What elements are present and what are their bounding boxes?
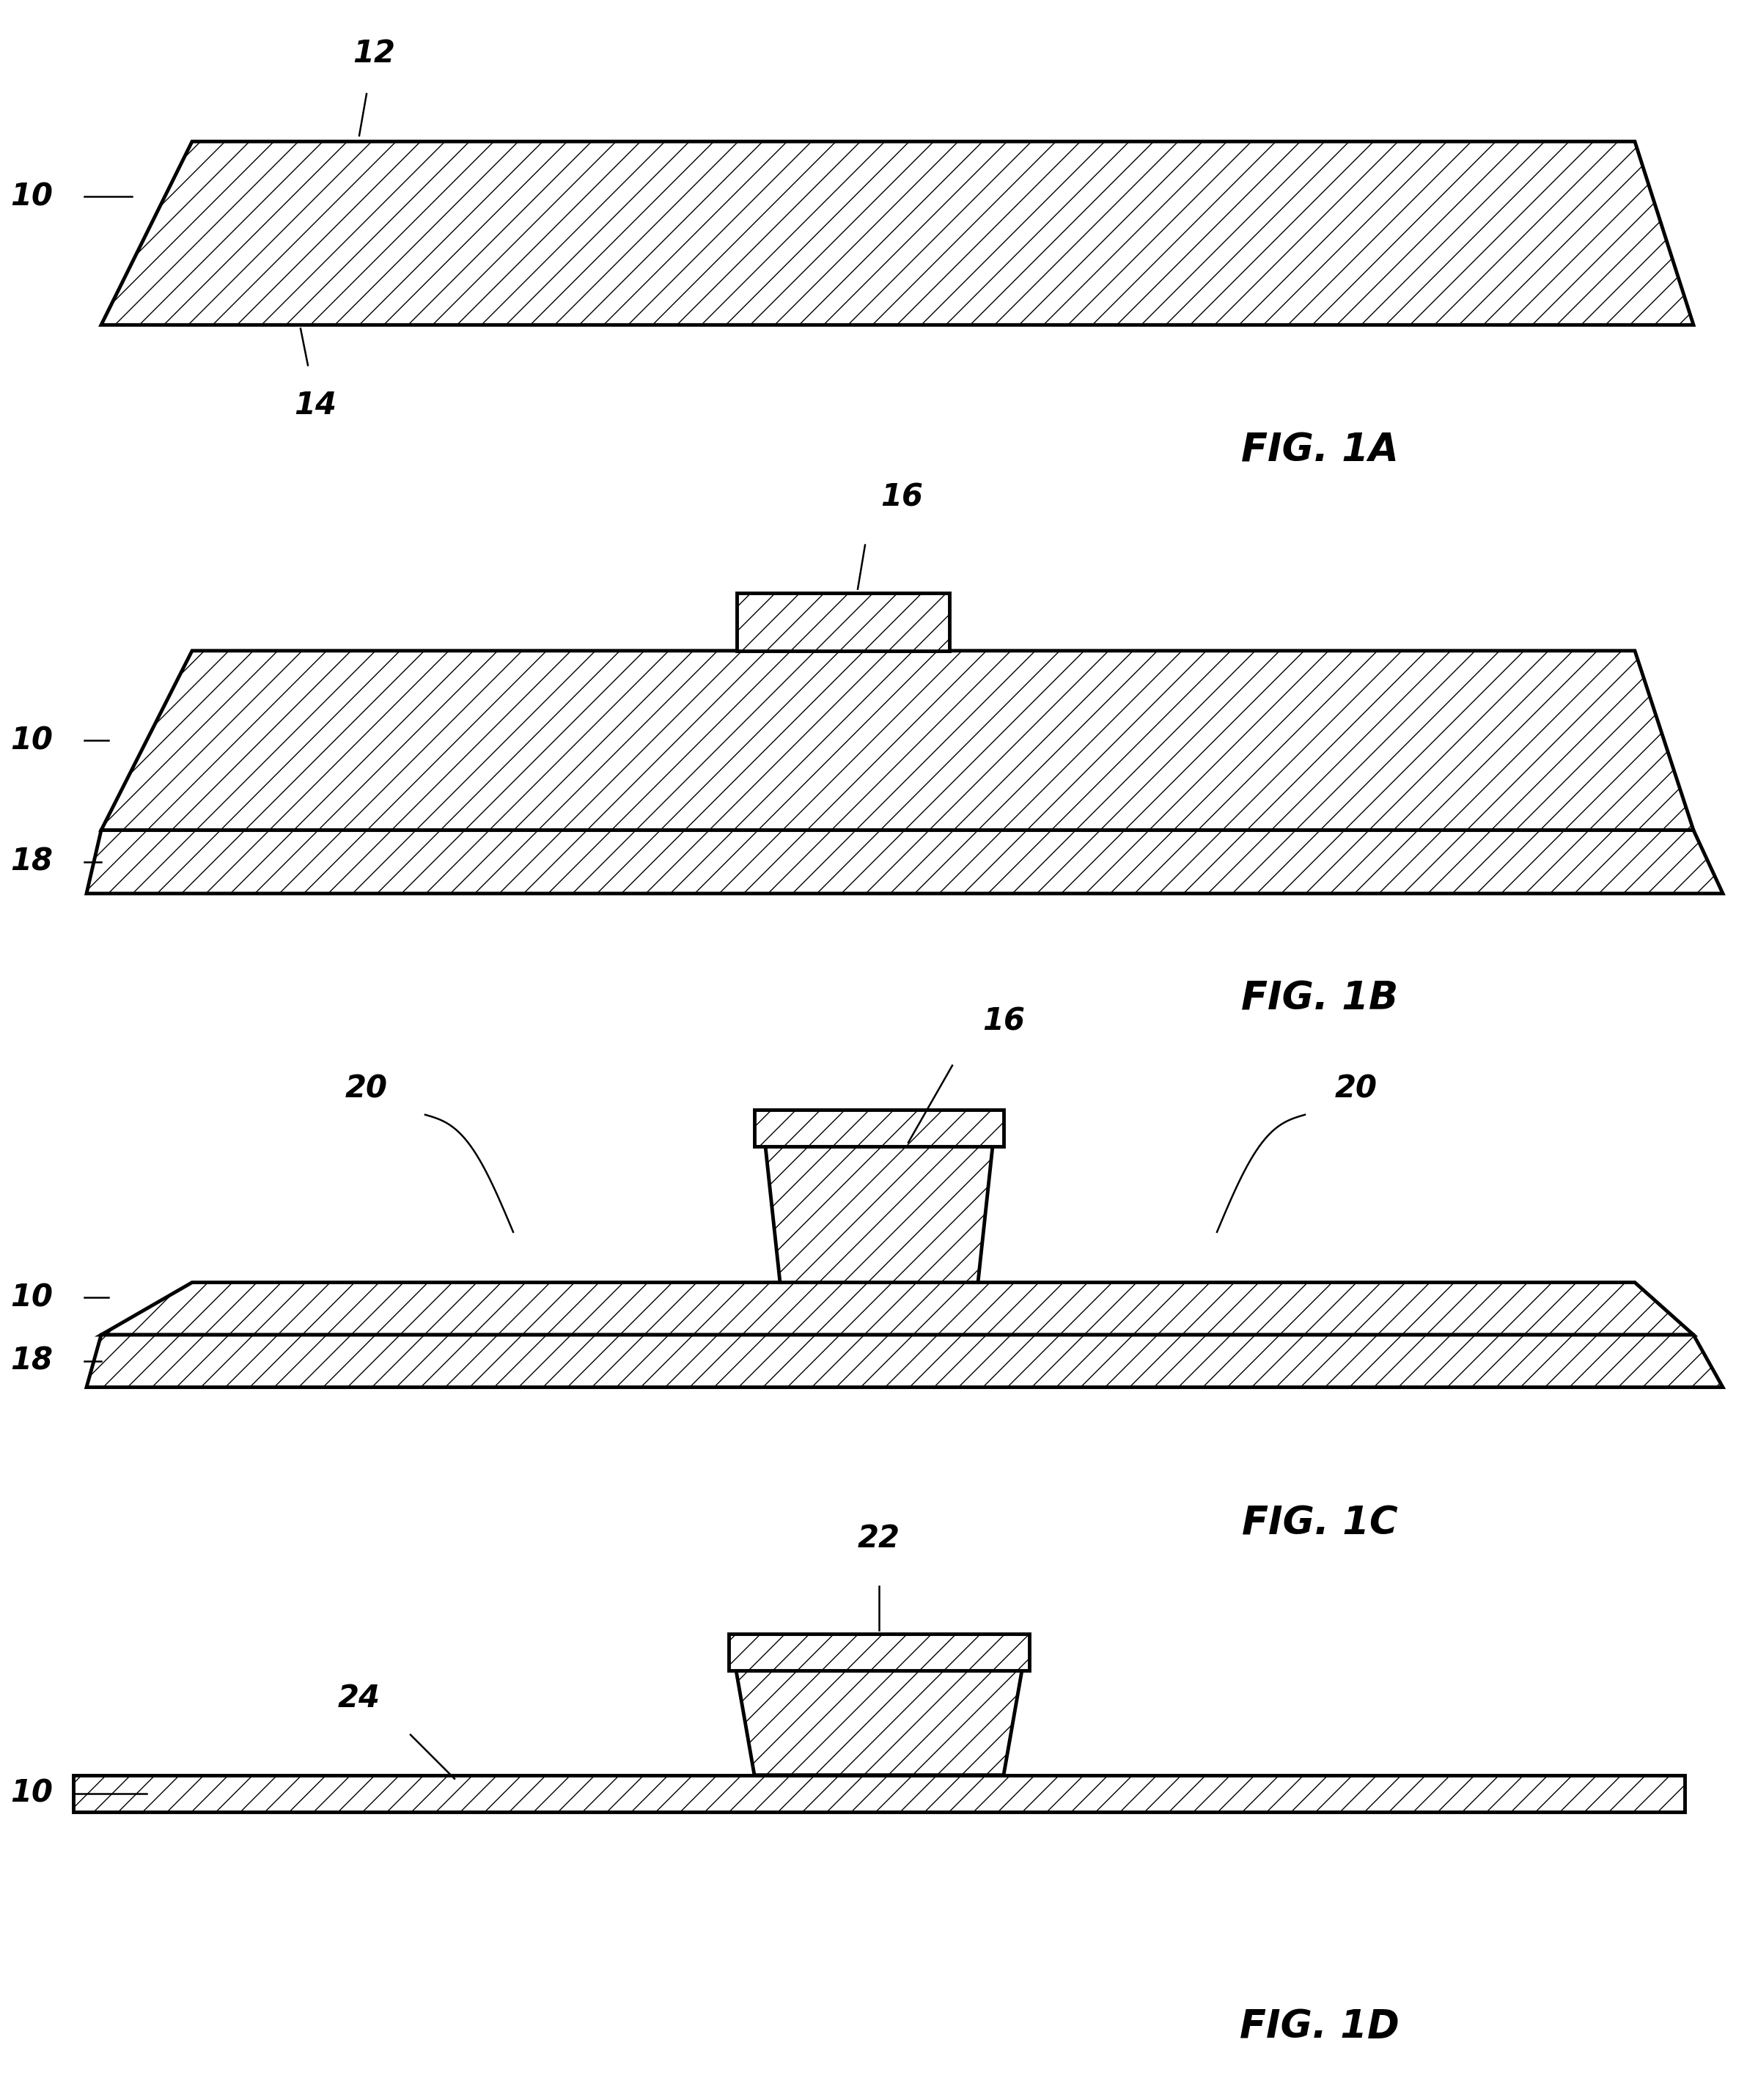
Text: 14: 14: [294, 391, 336, 420]
Text: FIG. 1B: FIG. 1B: [1241, 981, 1398, 1019]
Text: 20: 20: [345, 1073, 389, 1105]
Text: FIG. 1A: FIG. 1A: [1241, 433, 1398, 470]
Text: 20: 20: [1334, 1073, 1378, 1105]
Polygon shape: [765, 1147, 993, 1283]
Polygon shape: [754, 1109, 1004, 1147]
Polygon shape: [86, 1336, 1723, 1388]
Polygon shape: [102, 1283, 1693, 1336]
Text: 18: 18: [11, 1346, 53, 1376]
Text: 16: 16: [983, 1006, 1025, 1037]
Polygon shape: [102, 651, 1693, 830]
Polygon shape: [737, 592, 949, 651]
Polygon shape: [737, 1670, 1021, 1775]
Polygon shape: [74, 1774, 1684, 1812]
Text: FIG. 1C: FIG. 1C: [1241, 1504, 1398, 1543]
Text: 24: 24: [338, 1682, 380, 1714]
Text: 10: 10: [11, 724, 53, 756]
Polygon shape: [102, 141, 1693, 326]
Text: 16: 16: [881, 483, 923, 512]
Polygon shape: [86, 830, 1723, 892]
Text: 18: 18: [11, 846, 53, 878]
Polygon shape: [730, 1634, 1028, 1670]
Text: 12: 12: [353, 38, 396, 69]
Text: 10: 10: [11, 181, 53, 212]
Text: 22: 22: [858, 1522, 900, 1554]
Text: FIG. 1D: FIG. 1D: [1239, 2008, 1399, 2045]
Text: 10: 10: [11, 1779, 53, 1808]
Text: 10: 10: [11, 1283, 53, 1312]
